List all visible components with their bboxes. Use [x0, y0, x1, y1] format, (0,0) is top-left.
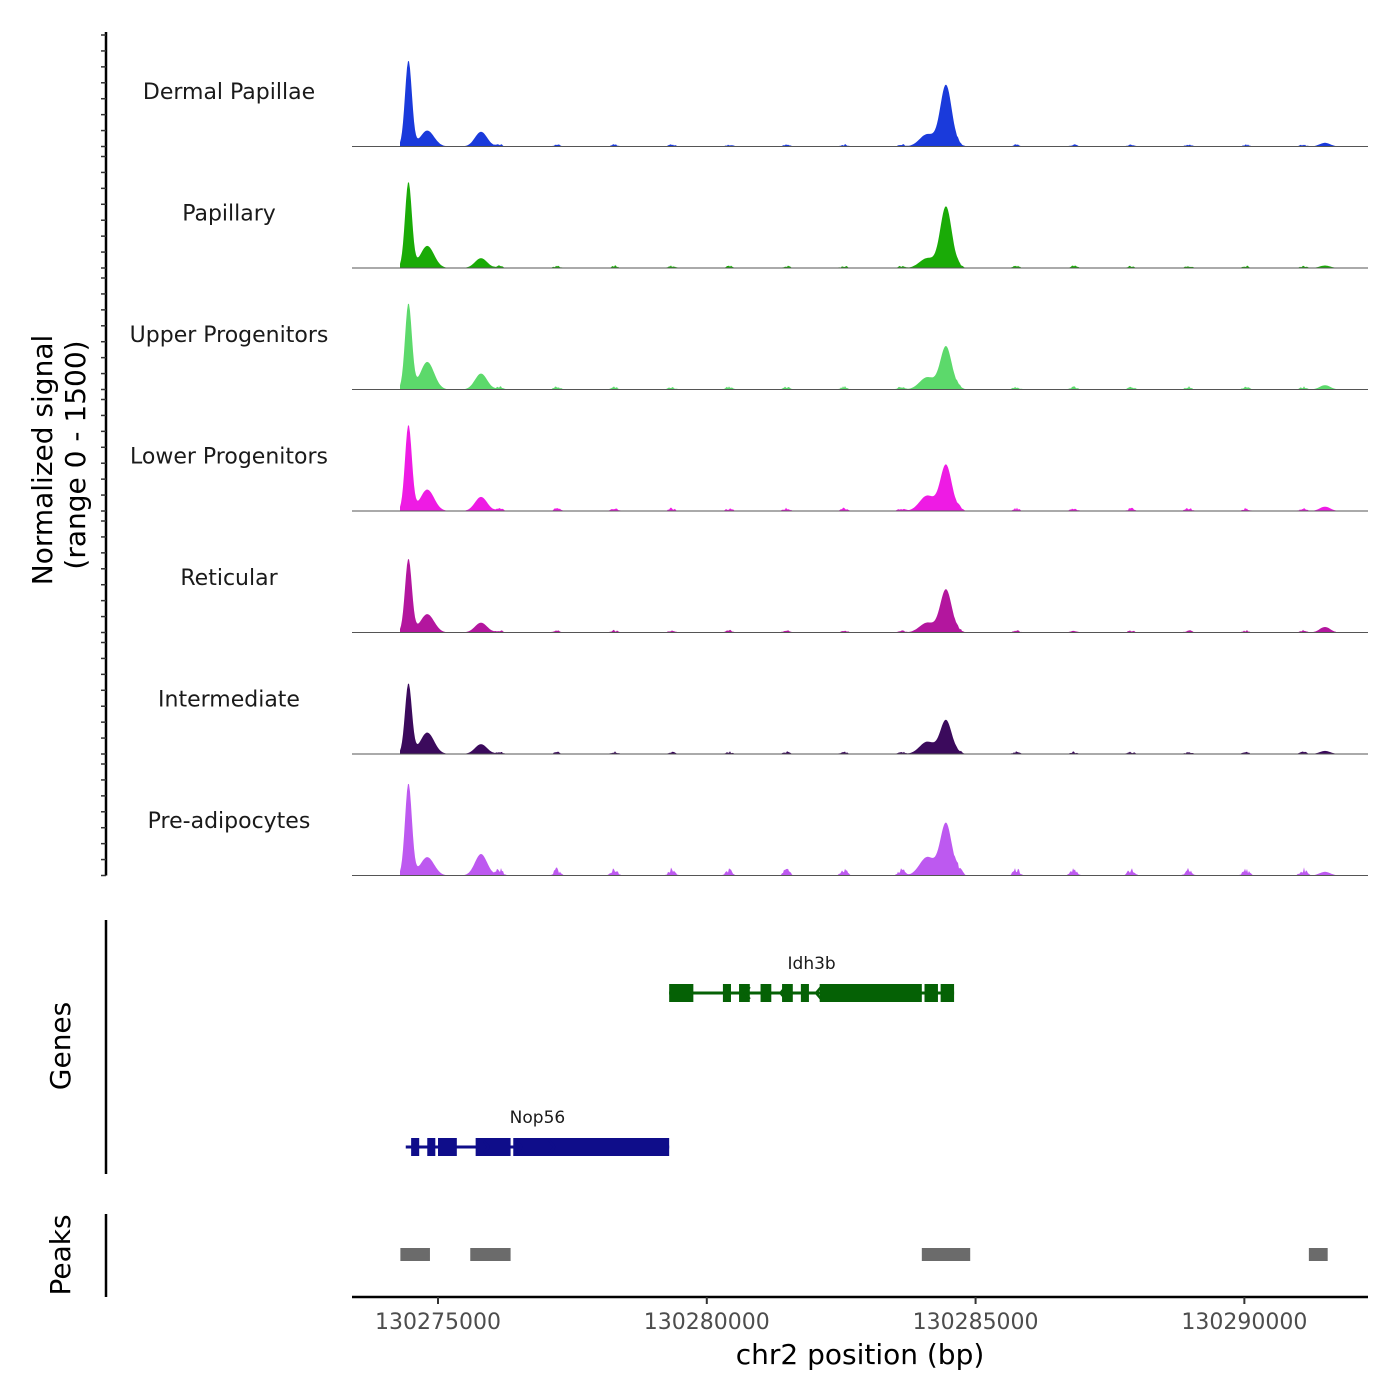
- track-dermal-papillae: Dermal Papillae: [101, 34, 1368, 148]
- gene-label: Nop56: [510, 1108, 566, 1128]
- strand-arrow: [778, 986, 787, 1000]
- coverage-area: [400, 61, 1336, 147]
- gene-exon: [940, 984, 955, 1002]
- x-tick-label: 130290000: [1181, 1310, 1307, 1335]
- gene-exon: [722, 984, 731, 1002]
- x-axis: 130275000 130280000 130285000 130290000: [352, 1295, 1368, 1335]
- coverage-area: [400, 425, 1336, 511]
- gene-exon: [819, 984, 922, 1002]
- x-tick-label: 130285000: [913, 1310, 1039, 1335]
- peak-region: [921, 1248, 971, 1261]
- track-label: Dermal Papillae: [143, 80, 315, 105]
- track-label: Papillary: [182, 202, 276, 227]
- gene-exon: [800, 984, 809, 1002]
- gene-exon: [924, 984, 938, 1002]
- peak-region: [470, 1248, 511, 1261]
- coverage-area: [400, 182, 1336, 268]
- gene-exon: [669, 984, 694, 1002]
- x-tick-label: 130275000: [375, 1310, 501, 1335]
- track-label: Lower Progenitors: [130, 445, 328, 470]
- track-upper-progenitors: Upper Progenitors: [101, 277, 1368, 391]
- track-papillary: Papillary: [101, 155, 1368, 269]
- y-axis-title: Normalized signal: [26, 335, 59, 586]
- peak-region: [1308, 1248, 1328, 1261]
- strand-arrow: [814, 986, 822, 1000]
- strand-arrow: [515, 1140, 524, 1154]
- genes-track-title: Genes: [44, 1002, 77, 1090]
- gene-exon: [427, 1138, 436, 1156]
- gene-label: Idh3b: [788, 954, 836, 974]
- peaks-track: [104, 1214, 1328, 1297]
- gene-exon: [782, 984, 793, 1002]
- peaks-track-title: Peaks: [44, 1214, 77, 1295]
- gene-exon: [438, 1138, 457, 1156]
- gene-nop56: Nop56: [405, 1108, 670, 1156]
- gene-exon: [475, 1138, 511, 1156]
- strand-arrow: [743, 986, 751, 1000]
- y-axis-title-range: (range 0 - 1500): [59, 340, 92, 569]
- genes-track: Idh3b Nop56: [104, 920, 955, 1174]
- coverage-tracks: Dermal Papillae Papillary Upper Progenitor…: [101, 32, 1368, 877]
- track-label: Intermediate: [158, 688, 300, 713]
- x-tick-label: 130280000: [644, 1310, 770, 1335]
- strand-arrow: [548, 1140, 557, 1154]
- coverage-area: [400, 683, 1336, 754]
- coverage-area: [400, 559, 1336, 633]
- strand-arrow: [482, 1140, 491, 1154]
- track-lower-progenitors: Lower Progenitors: [101, 398, 1368, 512]
- track-reticular: Reticular: [101, 520, 1368, 634]
- gene-idh3b: Idh3b: [669, 954, 955, 1002]
- gene-exon: [513, 1138, 670, 1156]
- track-intermediate: Intermediate: [101, 641, 1368, 755]
- track-pre-adipocytes: Pre-adipocytes: [101, 763, 1368, 877]
- gene-exon: [760, 984, 772, 1002]
- gene-exon: [411, 1138, 420, 1156]
- track-label: Pre-adipocytes: [148, 809, 311, 834]
- track-label: Reticular: [180, 566, 278, 591]
- peak-region: [400, 1248, 430, 1261]
- coverage-area: [400, 783, 1336, 876]
- track-label: Upper Progenitors: [130, 323, 329, 348]
- x-axis-title: chr2 position (bp): [736, 1338, 985, 1371]
- coverage-area: [400, 303, 1336, 390]
